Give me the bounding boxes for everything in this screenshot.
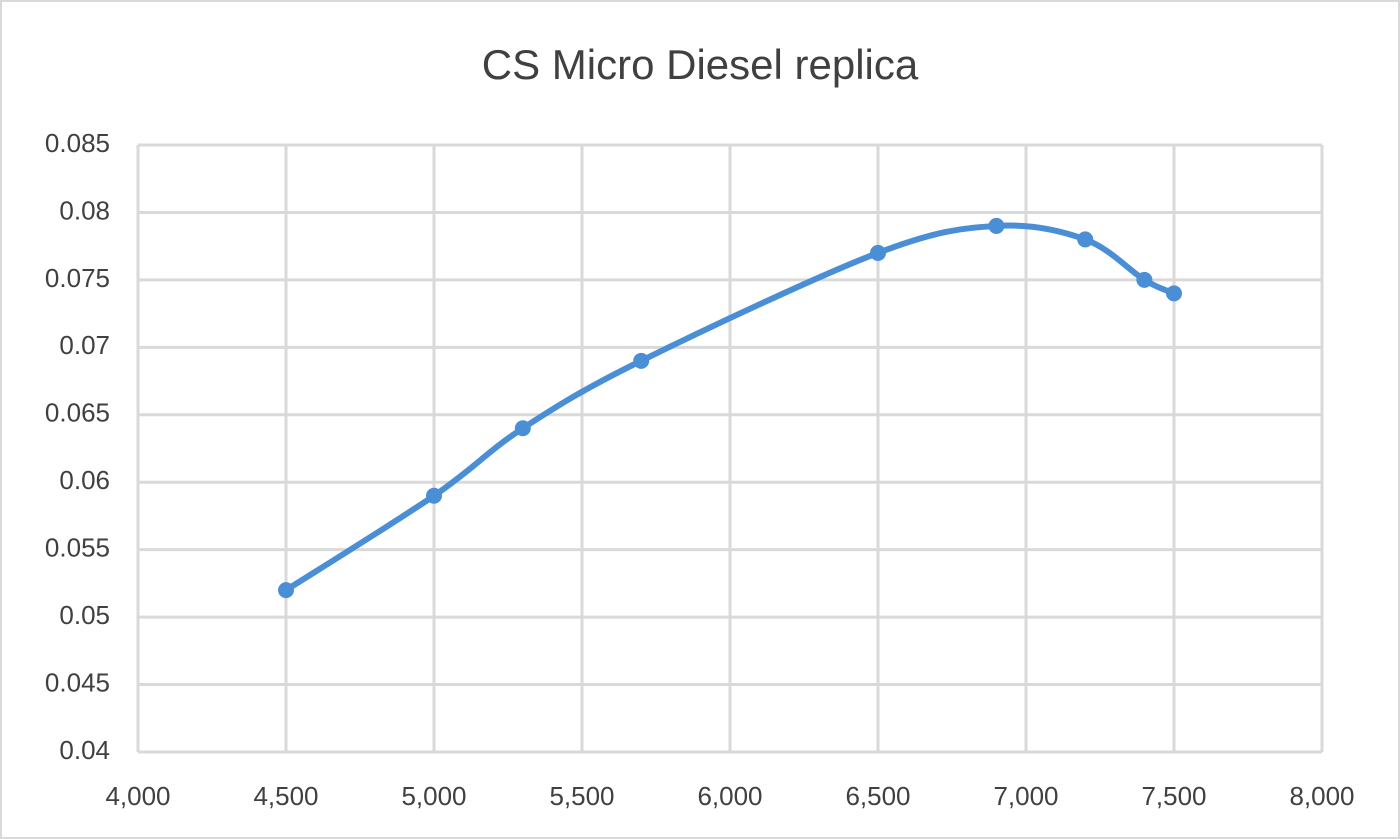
x-tick-label: 6,000 <box>697 781 762 811</box>
y-tick-label: 0.075 <box>45 263 110 293</box>
data-point <box>633 352 650 369</box>
data-point <box>1166 285 1182 302</box>
y-tick-label: 0.085 <box>45 128 110 158</box>
series-line <box>283 222 1177 594</box>
y-tick-label: 0.08 <box>59 195 110 225</box>
data-point <box>426 487 442 504</box>
y-tick-label: 0.05 <box>59 600 110 630</box>
x-tick-label: 5,000 <box>401 781 466 811</box>
chart-title: CS Micro Diesel replica <box>482 41 919 88</box>
x-tick-label: 6,500 <box>845 781 910 811</box>
x-tick-label: 7,500 <box>1141 781 1206 811</box>
x-tick-label: 8,000 <box>1289 781 1354 811</box>
data-point <box>514 420 531 437</box>
x-tick-label: 4,000 <box>105 781 170 811</box>
y-tick-label: 0.04 <box>59 735 110 765</box>
y-tick-label: 0.045 <box>45 667 110 697</box>
x-tick-label: 7,000 <box>993 781 1058 811</box>
y-tick-label: 0.055 <box>45 533 110 563</box>
y-tick-label: 0.065 <box>45 398 110 428</box>
x-tick-label: 4,500 <box>253 781 318 811</box>
data-point <box>1136 271 1153 288</box>
y-tick-label: 0.06 <box>59 465 110 495</box>
y-tick-label: 0.07 <box>59 330 110 360</box>
x-tick-label: 5,500 <box>549 781 614 811</box>
data-point <box>278 582 294 599</box>
data-point <box>1077 231 1094 248</box>
data-point <box>988 217 1005 234</box>
data-point <box>870 244 886 261</box>
